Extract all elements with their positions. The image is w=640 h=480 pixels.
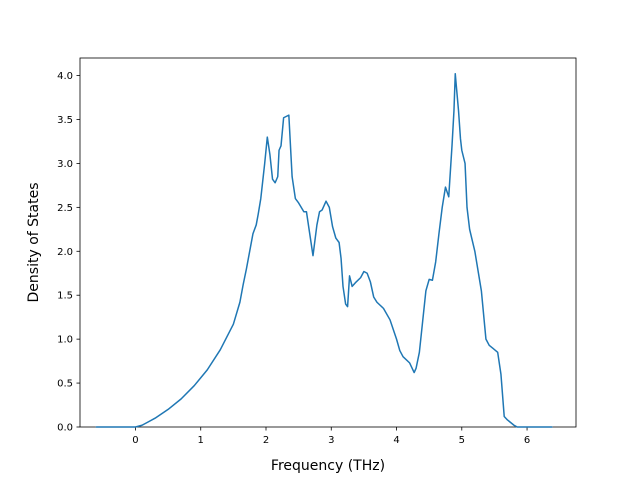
x-tick-label: 0 [132,435,138,446]
y-tick-label: 0.0 [57,423,73,434]
y-tick-label: 0.5 [57,379,73,390]
x-tick-label: 3 [328,435,334,446]
x-tick-label: 4 [393,435,399,446]
y-tick-label: 4.0 [57,71,73,82]
y-tick-label: 1.5 [57,291,73,302]
x-axis-label: Frequency (THz) [271,458,385,474]
y-tick-label: 2.0 [57,247,73,258]
plot-area: 0 1 2 3 4 5 6 0.0 0.5 1.0 1.5 2.0 2.5 3.0 3.5 4.0 [57,57,577,446]
y-tick-label: 3.5 [57,115,73,126]
axes-frame [79,57,577,428]
y-tick-label: 2.5 [57,203,73,214]
x-tick-label: 2 [263,435,269,446]
y-tick-label: 1.0 [57,335,73,346]
y-axis-ticks: 0.0 0.5 1.0 1.5 2.0 2.5 3.0 3.5 4.0 [57,71,80,434]
dos-series-line [95,73,553,428]
x-axis-ticks: 0 1 2 3 4 5 6 [132,427,530,446]
y-tick-label: 3.0 [57,159,73,170]
x-tick-label: 6 [524,435,530,446]
y-axis-label: Density of States [26,183,42,303]
x-tick-label: 1 [198,435,204,446]
x-tick-label: 5 [459,435,465,446]
